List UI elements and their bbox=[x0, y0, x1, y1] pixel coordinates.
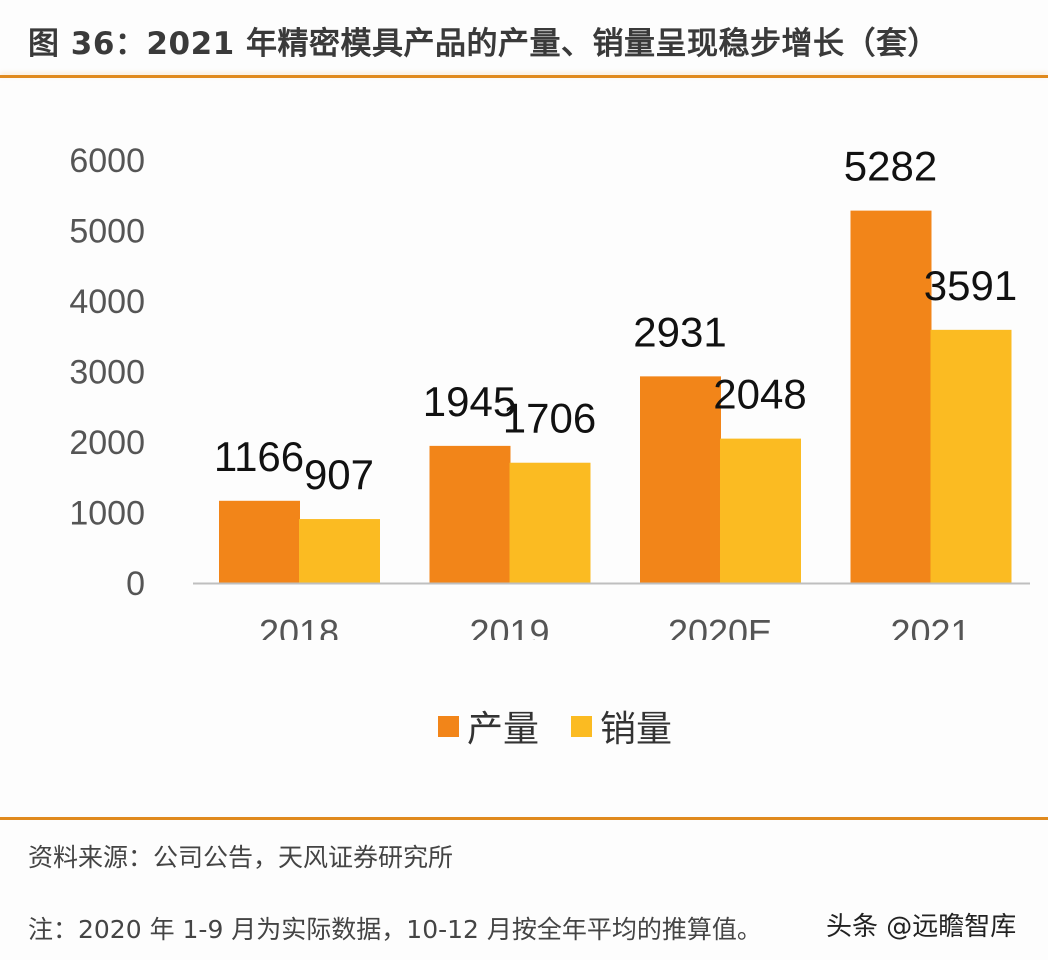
data-label-sales-2020E: 2048 bbox=[713, 371, 806, 418]
bar-sales-2019 bbox=[509, 462, 591, 583]
title-divider bbox=[0, 75, 1048, 78]
x-tick-label: 2020E bbox=[668, 612, 772, 640]
y-tick-label: 6000 bbox=[69, 142, 145, 180]
legend-swatch-production bbox=[438, 715, 459, 737]
legend-item-sales: 销量 bbox=[571, 700, 672, 752]
legend-label-production: 产量 bbox=[467, 709, 540, 750]
y-tick-label: 2000 bbox=[69, 424, 145, 462]
bar-sales-2018 bbox=[299, 519, 380, 583]
y-tick-label: 0 bbox=[126, 565, 145, 603]
legend-label-sales: 销量 bbox=[600, 709, 673, 750]
data-label-sales-2019: 1706 bbox=[503, 395, 596, 442]
legend-swatch-sales bbox=[571, 715, 593, 737]
x-tick-label: 2018 bbox=[259, 612, 339, 640]
data-label-sales-2021: 3591 bbox=[924, 262, 1017, 309]
bar-sales-2021 bbox=[930, 329, 1012, 583]
bar-production-2018 bbox=[219, 500, 300, 583]
data-label-production-2018: 1166 bbox=[214, 433, 304, 480]
footer-divider bbox=[0, 817, 1048, 820]
bar-chart: 0 1000 2000 3000 4000 5000 6000 1166 907 1945170… bbox=[69, 142, 1030, 640]
y-tick-label: 5000 bbox=[69, 213, 145, 251]
y-tick-label: 1000 bbox=[69, 495, 145, 533]
data-label-production-2021: 5282 bbox=[844, 143, 937, 190]
y-tick-label: 3000 bbox=[69, 354, 145, 392]
data-label-sales-2018: 907 bbox=[304, 451, 374, 498]
x-axis-categories: 2018 2019 2020E 2021 bbox=[259, 612, 971, 640]
legend: 产量 销量 bbox=[438, 700, 694, 752]
x-tick-label: 2019 bbox=[469, 612, 549, 640]
y-tick-label: 4000 bbox=[69, 283, 145, 321]
note-text: 注：2020 年 1-9 月为实际数据，10-12 月按全年平均的推算值。 bbox=[28, 915, 762, 944]
figure-title: 图 36：2021 年精密模具产品的产量、销量呈现稳步增长（套） bbox=[28, 26, 940, 62]
data-label-production-2019: 1945 bbox=[423, 378, 516, 425]
bars bbox=[219, 210, 1012, 583]
bar-production-2019 bbox=[429, 445, 511, 583]
bar-sales-2020E bbox=[720, 438, 801, 583]
y-axis-ticks: 0 1000 2000 3000 4000 5000 6000 bbox=[69, 142, 145, 603]
data-label-production-2020E: 2931 bbox=[633, 308, 726, 355]
x-tick-label: 2021 bbox=[890, 612, 970, 640]
bar-production-2020E bbox=[640, 376, 721, 583]
bar-production-2021 bbox=[850, 210, 932, 583]
legend-item-production: 产量 bbox=[438, 700, 539, 752]
watermark: 头条 @远瞻智库 bbox=[826, 912, 1017, 942]
source-text: 资料来源：公司公告，天风证券研究所 bbox=[28, 843, 454, 872]
